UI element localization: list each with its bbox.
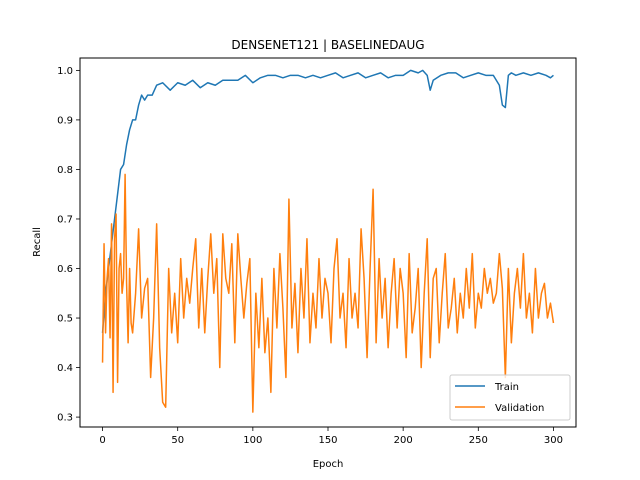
x-tick-label: 200 xyxy=(394,435,413,446)
x-tick-label: 0 xyxy=(99,435,105,446)
y-tick-label: 0.9 xyxy=(57,115,73,126)
series-line-train xyxy=(101,69,554,333)
legend-label-train: Train xyxy=(494,382,519,393)
x-axis-ticks: 0 50 100 150 200 250 300 xyxy=(99,427,563,446)
y-tick-label: 0.6 xyxy=(57,264,73,275)
y-tick-label: 0.3 xyxy=(57,413,73,424)
y-tick-label: 1.0 xyxy=(57,66,73,77)
x-tick-label: 150 xyxy=(318,435,337,446)
y-axis-ticks: 0.3 0.4 0.5 0.6 0.7 0.8 0.9 1.0 xyxy=(57,66,80,424)
plot-lines xyxy=(101,69,555,413)
x-tick-label: 250 xyxy=(469,435,488,446)
y-axis-title: Recall xyxy=(32,227,43,257)
series-line-validation xyxy=(101,173,555,413)
y-tick-label: 0.5 xyxy=(57,314,73,325)
x-tick-label: 100 xyxy=(243,435,262,446)
legend: Train Validation xyxy=(449,374,571,421)
chart-title: DENSENET121 | BASELINEDAUG xyxy=(231,38,424,52)
x-tick-label: 300 xyxy=(544,435,563,446)
x-axis-title: Epoch xyxy=(313,459,344,470)
y-tick-label: 0.4 xyxy=(57,363,73,374)
plot-area-frame xyxy=(79,57,577,428)
x-tick-label: 50 xyxy=(171,435,184,446)
y-tick-label: 0.7 xyxy=(57,214,73,225)
y-tick-label: 0.8 xyxy=(57,165,73,176)
legend-label-validation: Validation xyxy=(495,403,544,414)
